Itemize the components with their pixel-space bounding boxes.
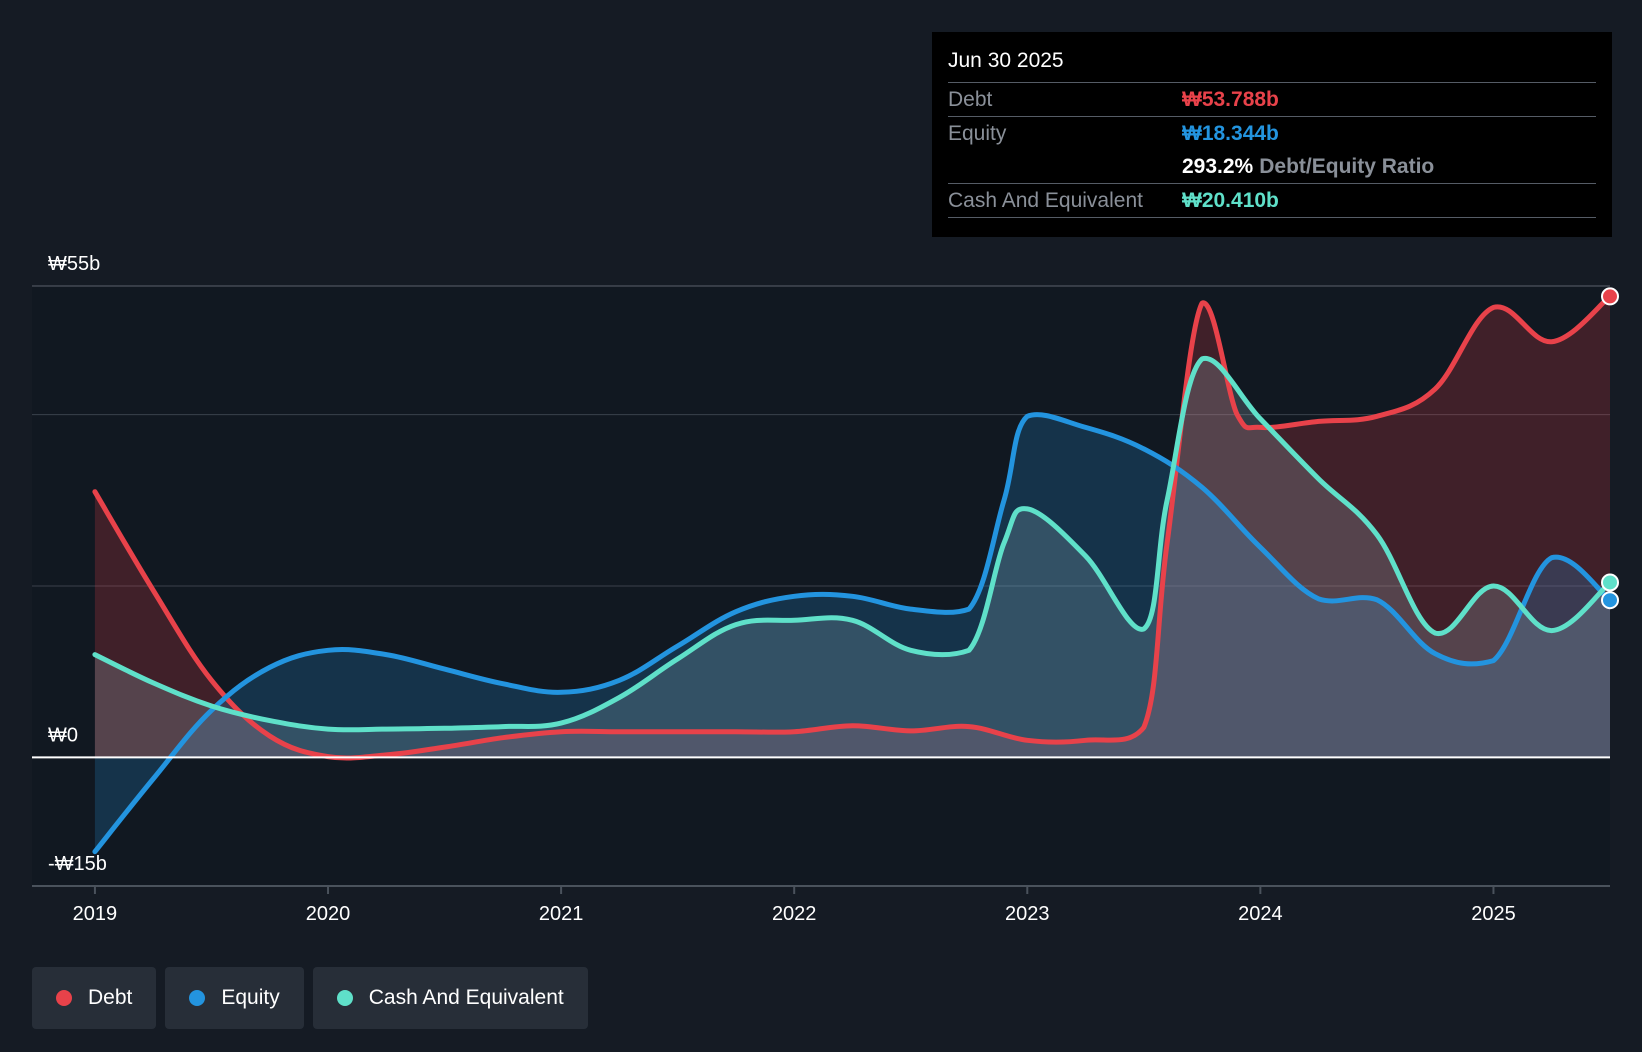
legend-item-equity[interactable]: Equity — [165, 967, 304, 1029]
legend-label-cash: Cash And Equivalent — [368, 986, 564, 1009]
legend-item-debt[interactable]: Debt — [32, 967, 157, 1029]
tooltip-ratio-label: Debt/Equity Ratio — [1259, 155, 1435, 178]
end-markers — [1601, 287, 1619, 610]
tooltip-date: Jun 30 2025 — [948, 46, 1596, 83]
debt-dot-icon — [56, 990, 72, 1006]
tooltip-debt-label: Debt — [948, 88, 993, 111]
equity-end-marker — [1601, 591, 1619, 610]
cash-and-equivalent-line — [92, 356, 1610, 733]
y-tick-label: ₩55b — [48, 253, 100, 275]
legend-label-equity: Equity — [221, 986, 280, 1009]
debt-area — [94, 296, 1610, 759]
x-tick-label-2025: 2025 — [1471, 903, 1516, 925]
tooltip-cash-label: Cash And Equivalent — [948, 189, 1143, 212]
y-tick-label: -₩15b — [48, 853, 107, 875]
tooltip-cash-value: ₩20.410b — [1182, 189, 1279, 212]
tooltip-ratio-row: 293.2% Debt/Equity Ratio — [948, 150, 1596, 184]
x-tick-label-2021: 2021 — [539, 903, 584, 925]
tooltip-equity-row: Equity ₩18.344b — [948, 117, 1596, 150]
legend-label-debt: Debt — [88, 986, 133, 1009]
tooltip-debt-row: Debt ₩53.788b — [948, 83, 1596, 117]
axes: 2019 2020 2021 2022 2023 2024 2025 ₩55b ₩0 -₩15b — [32, 253, 1610, 925]
x-tick-label-2023: 2023 — [1005, 903, 1050, 925]
equity-line — [92, 412, 1610, 855]
tooltip-debt-value: ₩53.788b — [1182, 88, 1279, 111]
y-tick-label: ₩0 — [48, 724, 78, 746]
tooltip-ratio-value: 293.2% — [1182, 155, 1254, 178]
legend-item-cash[interactable]: Cash And Equivalent — [312, 967, 588, 1029]
tooltip-cash-row: Cash And Equivalent ₩20.410b — [948, 184, 1596, 218]
tooltip-equity-label: Equity — [948, 122, 1007, 145]
cash-and-equivalent-end-marker — [1601, 573, 1619, 592]
x-tick-label-2024: 2024 — [1238, 903, 1283, 925]
tooltip-equity-value: ₩18.344b — [1182, 122, 1279, 145]
tooltip: Jun 30 2025 Debt ₩53.788b Equity ₩18.344… — [932, 32, 1612, 237]
cash-and-equivalent-area — [94, 358, 1610, 758]
tooltip-ratio-spacer — [948, 150, 1182, 183]
legend: Debt Equity Cash And Equivalent — [32, 967, 588, 1029]
cash-dot-icon — [336, 990, 353, 1006]
debt-end-marker — [1601, 287, 1619, 306]
x-tick-label-2020: 2020 — [306, 903, 351, 925]
x-tick-label-2022: 2022 — [772, 903, 817, 925]
x-tick-label-2019: 2019 — [73, 903, 118, 925]
equity-dot-icon — [189, 990, 206, 1006]
